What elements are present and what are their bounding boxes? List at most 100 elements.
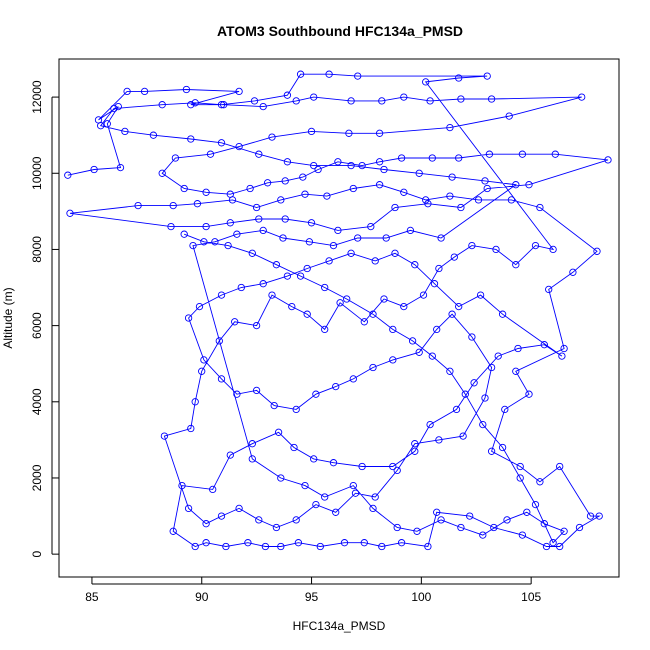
data-point <box>481 177 489 185</box>
data-point <box>268 133 276 141</box>
data-point <box>169 201 177 210</box>
data-point <box>217 291 226 299</box>
data-point <box>206 150 215 158</box>
data-point <box>457 95 465 103</box>
data-point <box>281 215 289 223</box>
data-point <box>248 455 256 463</box>
y-tick-label: 2000 <box>30 464 44 491</box>
data-point <box>419 291 428 299</box>
data-point <box>321 493 329 501</box>
data-point <box>123 87 131 96</box>
data-point <box>187 135 195 143</box>
data-point <box>310 93 318 101</box>
data-point <box>334 226 342 235</box>
data-point <box>507 196 516 204</box>
data-point <box>321 325 329 334</box>
data-point <box>375 158 384 166</box>
data-point <box>545 285 553 294</box>
data-point <box>180 230 188 238</box>
data-point <box>187 101 195 109</box>
data-point <box>450 253 458 261</box>
data-point <box>498 443 507 452</box>
data-point <box>294 539 303 547</box>
data-point <box>487 447 496 455</box>
data-point <box>516 462 524 471</box>
data-point <box>250 97 259 105</box>
data-point <box>296 272 305 280</box>
data-point <box>233 390 241 398</box>
data-point <box>325 70 333 78</box>
data-point <box>501 405 509 414</box>
data-point <box>305 238 314 246</box>
data-point <box>437 516 445 524</box>
data-point <box>248 440 256 448</box>
data-point <box>468 241 476 250</box>
data-point <box>252 321 261 330</box>
data-point <box>391 249 399 257</box>
data-point <box>371 257 379 265</box>
data-point <box>244 539 252 547</box>
data-point <box>569 268 577 276</box>
data-point <box>325 257 333 265</box>
data-point <box>314 165 322 174</box>
data-point <box>349 184 357 193</box>
data-point <box>255 516 263 524</box>
data-point <box>523 508 531 516</box>
data-point <box>237 283 245 292</box>
data-point <box>457 203 465 212</box>
data-point <box>217 512 226 520</box>
data-point <box>459 432 467 440</box>
data-point <box>485 150 494 158</box>
data-point <box>512 367 520 375</box>
data-point <box>397 539 406 547</box>
data-point <box>514 344 522 353</box>
data-point <box>169 527 177 535</box>
data-point <box>483 72 491 80</box>
data-point <box>455 302 463 311</box>
data-point <box>347 161 355 170</box>
data-point <box>277 474 285 482</box>
data-point <box>329 241 338 250</box>
data-point <box>512 261 520 269</box>
data-point <box>481 394 489 402</box>
data-point <box>290 443 298 452</box>
data-point <box>233 230 241 238</box>
data-point <box>503 516 511 524</box>
data-point <box>360 318 368 326</box>
data-point <box>476 291 485 299</box>
y-tick-label: 12000 <box>30 80 44 114</box>
data-point <box>160 432 169 440</box>
data-point <box>189 241 197 250</box>
data-point <box>347 249 355 257</box>
data-point <box>371 493 379 501</box>
data-point <box>279 234 287 242</box>
data-point <box>536 478 544 486</box>
data-point <box>307 127 316 136</box>
data-point <box>446 367 454 375</box>
data-point <box>301 481 309 490</box>
data-point <box>182 85 191 94</box>
data-point <box>255 215 263 223</box>
data-point <box>400 302 408 311</box>
data-point <box>424 200 432 208</box>
data-point <box>231 318 239 326</box>
y-axis-label: Altitude (m) <box>1 287 15 348</box>
data-point <box>222 542 230 551</box>
data-point <box>292 516 300 524</box>
data-point <box>347 97 355 105</box>
data-point <box>202 520 210 528</box>
data-point <box>367 222 375 231</box>
data-point <box>184 504 193 513</box>
x-tick-label: 90 <box>195 590 209 604</box>
data-point <box>437 234 445 242</box>
data-point <box>411 440 419 448</box>
data-point <box>312 390 320 398</box>
data-point <box>228 196 237 204</box>
data-point <box>261 542 270 551</box>
data-point <box>446 192 454 200</box>
data-point <box>518 150 527 158</box>
data-point <box>422 78 430 86</box>
data-point <box>413 527 421 535</box>
